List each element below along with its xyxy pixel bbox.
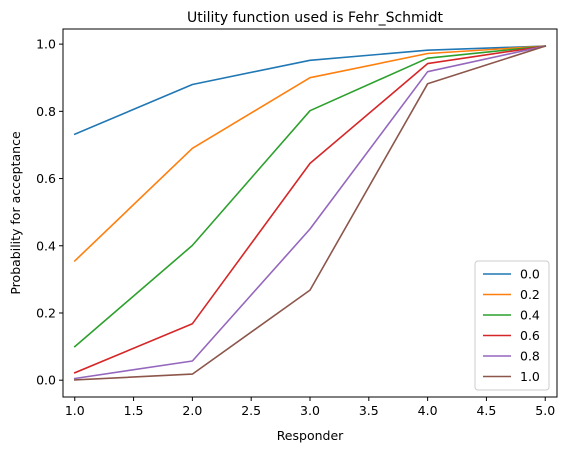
series-line-0-8	[73, 45, 547, 380]
x-axis-label: Responder	[277, 428, 344, 443]
y-tick-label: 0.4	[36, 238, 56, 253]
x-axis-ticks: 1.0 1.5 2.0 2.5 3.0 3.5 4.0 4.5 5.0	[65, 397, 555, 418]
y-axis-ticks: 0.0 0.2 0.4 0.6 0.8 1.0	[36, 37, 63, 388]
chart-title: Utility function used is Fehr_Schmidt	[187, 10, 443, 26]
x-tick-label: 3.5	[359, 403, 379, 418]
series-lines	[73, 45, 547, 381]
series-line-0-6	[73, 45, 547, 374]
x-tick-label: 4.0	[418, 403, 438, 418]
legend-label: 0.4	[520, 308, 540, 323]
legend-label: 0.2	[520, 287, 540, 302]
legend-box	[474, 260, 550, 391]
x-tick-label: 1.5	[124, 403, 144, 418]
y-tick-label: 0.2	[36, 305, 56, 320]
y-tick-label: 1.0	[36, 37, 56, 52]
legend-label: 0.0	[520, 267, 540, 282]
legend-label: 0.8	[520, 349, 540, 364]
x-tick-label: 2.0	[182, 403, 202, 418]
x-tick-label: 1.0	[65, 403, 85, 418]
series-line-0-2	[73, 45, 547, 263]
y-tick-label: 0.8	[36, 104, 56, 119]
series-line-1-0	[73, 45, 547, 381]
x-tick-label: 5.0	[535, 403, 555, 418]
legend: 0.0 0.2 0.4 0.6 0.8 1.0	[474, 260, 550, 391]
x-tick-label: 3.0	[300, 403, 320, 418]
series-line-0-4	[73, 45, 547, 348]
legend-label: 0.6	[520, 328, 540, 343]
y-tick-label: 0.0	[36, 373, 56, 388]
y-tick-label: 0.6	[36, 171, 56, 186]
x-tick-label: 2.5	[241, 403, 261, 418]
plot-frame	[62, 28, 558, 398]
y-axis-label: Probability for acceptance	[8, 131, 23, 295]
legend-label: 1.0	[520, 369, 540, 384]
x-tick-label: 4.5	[476, 403, 496, 418]
series-line-0-0	[73, 45, 547, 136]
